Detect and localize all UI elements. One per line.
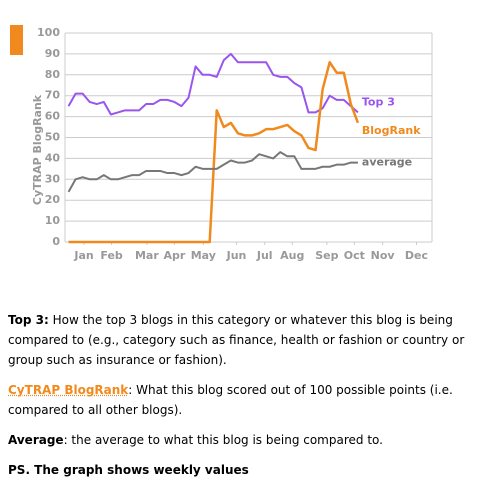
y-tick-label: 80 (45, 68, 61, 81)
x-tick-label: Dec (405, 249, 428, 262)
x-tick-label: Jan (73, 249, 93, 262)
x-tick-label: May (191, 249, 216, 262)
page: CyTRAP BlogRank 0 10 20 30 40 50 60 70 80 90 100 Ja… (0, 0, 488, 480)
y-tick-label: 70 (45, 89, 61, 102)
note: CyTRAP BlogRank: What this blog scored o… (8, 380, 482, 420)
legend-swatch (10, 25, 23, 55)
note-lead: Top 3: (8, 313, 49, 327)
note-text: The graph shows weekly values (30, 463, 249, 477)
y-tick-label: 50 (45, 131, 61, 144)
x-tick-label: Jun (226, 249, 247, 262)
note-lead: PS. (8, 463, 30, 477)
y-tick-label: 0 (52, 235, 60, 248)
y-axis-label: CyTRAP BlogRank (31, 94, 44, 205)
series-line (69, 62, 358, 242)
notes: Top 3: How the top 3 blogs in this categ… (8, 310, 482, 490)
note: Top 3: How the top 3 blogs in this categ… (8, 310, 482, 370)
x-tick-label: Sep (315, 249, 338, 262)
x-tick-label: Oct (344, 249, 365, 262)
x-tick-label: Nov (371, 249, 396, 262)
x-tick-label: Jul (256, 249, 273, 262)
series-label: average (362, 156, 412, 169)
y-tick-label: 40 (45, 151, 61, 164)
x-tick-label: Apr (163, 249, 185, 262)
note-text: : the average to what this blog is being… (64, 433, 383, 447)
series-line (69, 54, 358, 115)
note: Average: the average to what this blog i… (8, 430, 482, 450)
note: PS. The graph shows weekly values (8, 460, 482, 480)
y-tick-label: 20 (45, 193, 61, 206)
note-lead[interactable]: CyTRAP BlogRank (8, 383, 128, 397)
y-tick-label: 30 (45, 172, 61, 185)
y-tick-label: 10 (45, 214, 61, 227)
series-label: Top 3 (362, 95, 395, 108)
note-lead: Average (8, 433, 64, 447)
x-tick-label: Aug (280, 249, 304, 262)
x-tick-label: Feb (100, 249, 123, 262)
note-text: How the top 3 blogs in this category or … (8, 313, 464, 367)
x-tick-label: Mar (135, 249, 159, 262)
y-tick-label: 60 (45, 110, 61, 123)
y-tick-label: 100 (37, 26, 60, 39)
series-label: BlogRank (362, 124, 421, 137)
y-tick-label: 90 (45, 47, 61, 60)
chart: CyTRAP BlogRank 0 10 20 30 40 50 60 70 80 90 100 Ja… (0, 0, 488, 300)
